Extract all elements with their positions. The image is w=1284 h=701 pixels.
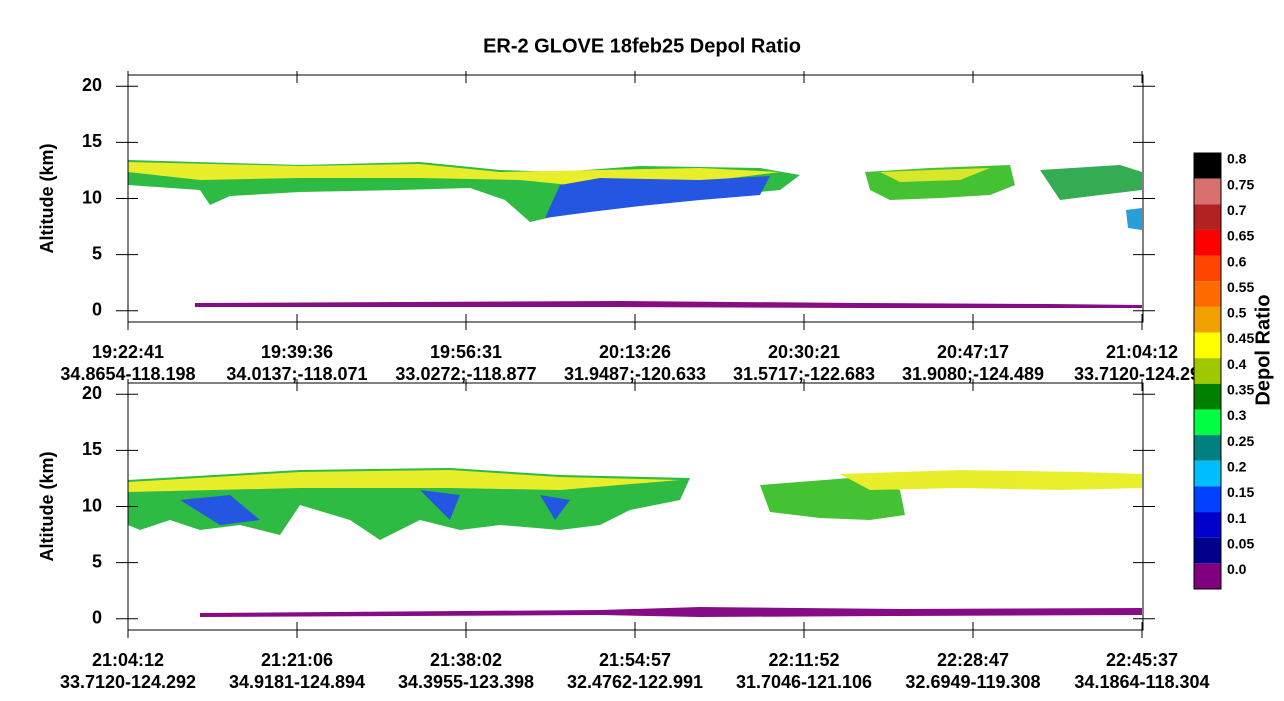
x-position-label: 33.7120-124.292	[1074, 364, 1210, 384]
y-tick-label: 5	[92, 551, 102, 571]
x-position-label: 31.9080;-124.489	[902, 364, 1044, 384]
curtain-image	[128, 160, 1142, 308]
colorbar-label: Depol Ratio	[1252, 294, 1274, 405]
colorbar-swatch	[1194, 486, 1221, 513]
x-tick-label: 19:56:31	[430, 342, 502, 362]
colorbar-tick-label: 0.75	[1227, 176, 1254, 192]
x-position-label: 32.6949-119.308	[905, 672, 1040, 692]
colorbar-tick-label: 0.55	[1227, 279, 1254, 295]
colorbar-swatch	[1194, 153, 1221, 179]
colorbar-swatch	[1194, 512, 1221, 538]
x-tick-label: 19:22:41	[92, 342, 164, 362]
x-position-label: 34.8654-118.198	[60, 364, 195, 384]
x-position-label: 34.3955-123.398	[398, 672, 534, 692]
colorbar-tick-label: 0.5	[1227, 305, 1247, 321]
colorbar-swatch	[1194, 358, 1221, 384]
y-tick-label: 10	[82, 187, 102, 207]
y-axis-label: Altitude (km)	[37, 143, 57, 253]
colorbar-tick-label: 0.35	[1227, 382, 1254, 398]
x-position-label: 34.0137;-118.071	[226, 364, 367, 384]
x-position-label: 31.5717;-122.683	[733, 364, 875, 384]
y-tick-label: 20	[82, 75, 102, 95]
x-tick-label: 20:13:26	[599, 342, 671, 362]
y-tick-label: 15	[82, 439, 102, 459]
colorbar-tick-label: 0.6	[1227, 253, 1247, 269]
colorbar-swatch	[1194, 563, 1221, 589]
x-tick-label: 22:45:37	[1106, 650, 1178, 670]
x-tick-label: 20:47:17	[937, 342, 1009, 362]
colorbar-tick-label: 0.15	[1227, 484, 1254, 500]
y-axis-label: Altitude (km)	[37, 451, 57, 561]
colorbar-tick-label: 0.4	[1227, 356, 1247, 372]
colorbar-tick-label: 0.1	[1227, 510, 1247, 526]
y-tick-label: 20	[82, 383, 102, 403]
x-tick-label: 22:11:52	[768, 650, 839, 670]
colorbar-tick-label: 0.3	[1227, 407, 1247, 423]
colorbar-swatch	[1194, 537, 1221, 564]
y-tick-label: 10	[82, 495, 102, 515]
colorbar-tick-label: 0.25	[1227, 433, 1254, 449]
colorbar-swatch	[1194, 460, 1221, 487]
x-tick-label: 21:21:06	[261, 650, 333, 670]
colorbar-tick-label: 0.05	[1227, 535, 1254, 551]
colorbar-tick-label: 0.65	[1227, 228, 1254, 244]
x-position-label: 31.9487;-120.633	[564, 364, 706, 384]
colorbar-swatch	[1194, 178, 1221, 205]
x-position-label: 31.7046-121.106	[736, 672, 872, 692]
x-tick-label: 20:30:21	[768, 342, 840, 362]
y-tick-label: 15	[82, 131, 102, 151]
colorbar-swatch	[1194, 332, 1221, 359]
curtain-image	[128, 468, 1142, 617]
x-tick-label: 22:28:47	[937, 650, 1009, 670]
colorbar-swatch	[1194, 204, 1221, 230]
x-tick-label: 19:39:36	[261, 342, 333, 362]
colorbar-swatch	[1194, 281, 1221, 307]
x-position-label: 33.0272;-118.877	[395, 364, 536, 384]
y-tick-label: 0	[92, 300, 102, 320]
colorbar-swatch	[1194, 229, 1221, 256]
colorbar-swatch	[1194, 383, 1221, 410]
x-position-label: 32.4762-122.991	[567, 672, 703, 692]
colorbar-tick-label: 0.8	[1227, 151, 1247, 167]
x-position-label: 33.7120-124.292	[60, 672, 196, 692]
colorbar-swatch	[1194, 409, 1221, 436]
colorbar-tick-label: 0.7	[1227, 202, 1247, 218]
x-tick-label: 21:04:12	[1106, 342, 1178, 362]
x-position-label: 34.1864-118.304	[1074, 672, 1209, 692]
colorbar-swatch	[1194, 255, 1221, 282]
colorbar-tick-label: 0.0	[1227, 561, 1247, 577]
chart-title: ER-2 GLOVE 18feb25 Depol Ratio	[483, 35, 801, 57]
x-tick-label: 21:54:57	[599, 650, 671, 670]
colorbar-tick-label: 0.45	[1227, 330, 1254, 346]
colorbar-swatch	[1194, 306, 1221, 333]
x-position-label: 34.9181-124.894	[229, 672, 365, 692]
y-tick-label: 5	[92, 243, 102, 263]
colorbar-swatch	[1194, 435, 1221, 461]
y-tick-label: 0	[92, 608, 102, 628]
colorbar-frame	[1193, 152, 1222, 590]
x-tick-label: 21:04:12	[92, 650, 164, 670]
colorbar-tick-label: 0.2	[1227, 458, 1247, 474]
x-tick-label: 21:38:02	[430, 650, 502, 670]
